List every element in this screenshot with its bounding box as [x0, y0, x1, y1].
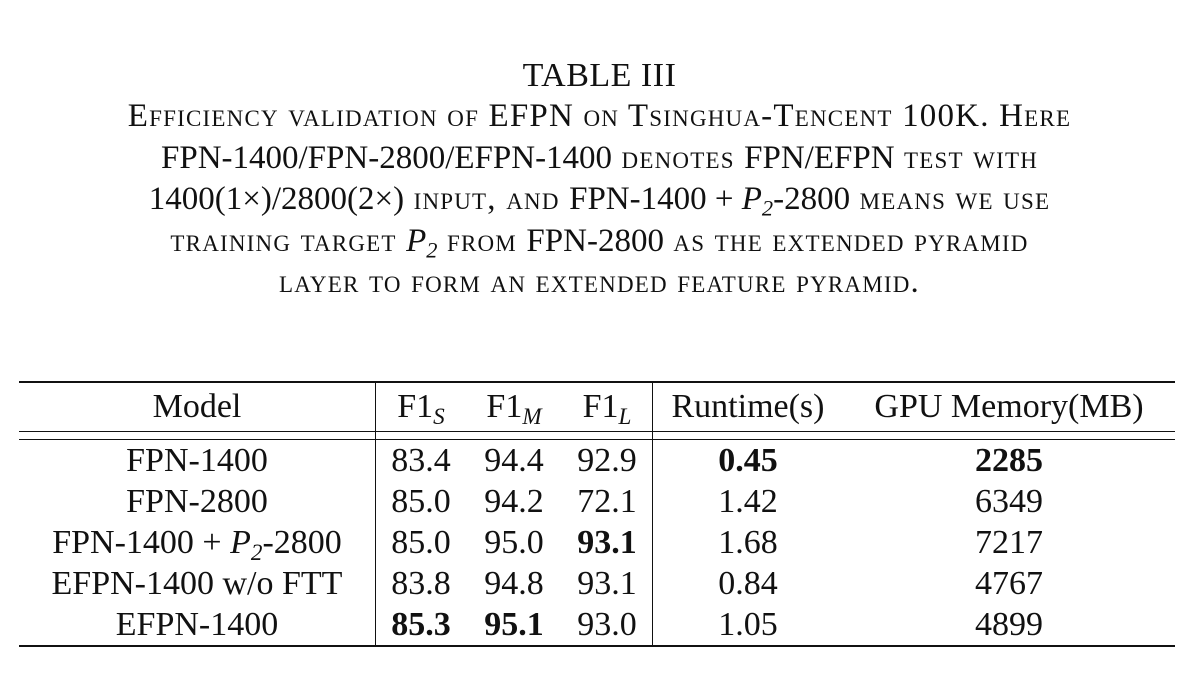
- text-span: training target: [170, 222, 407, 259]
- header-f1-m: F1M: [486, 388, 542, 430]
- table-caption: TABLE III Efficiency validation of EFPN …: [0, 56, 1199, 304]
- cell-f1-s: 83.8: [391, 564, 451, 602]
- efficiency-table: Model F1S F1M F1L Runtime(s) GPU Memory(…: [19, 381, 1175, 647]
- cell-gpu-memory: 6349: [975, 482, 1043, 520]
- text-span: FPN-1400: [126, 441, 268, 479]
- header-f1-s: F1S: [397, 388, 445, 430]
- header-f1-l: F1L: [562, 382, 653, 432]
- cell-f1-m: 94.8: [484, 564, 544, 602]
- table-row: EFPN-1400 w/o FTT 83.8 94.8 93.1 0.84 4767: [19, 563, 1175, 604]
- header-runtime: Runtime(s): [671, 388, 825, 425]
- text-span: as the extended pyramid: [663, 222, 1029, 259]
- header-gpu-memory: GPU Memory(MB): [874, 388, 1144, 425]
- cell-f1-s: 83.4: [391, 441, 451, 479]
- text-span: FPN-2800: [526, 222, 664, 259]
- cell-runtime: 0.45: [718, 441, 778, 479]
- table-header: Model F1S F1M F1L Runtime(s) GPU Memory(…: [19, 382, 1175, 432]
- cell-f1-s: 85.3: [375, 604, 466, 647]
- table-body: FPN-1400 83.4 94.4 92.9 0.45 2285 FPN-2800 85.0…: [19, 431, 1175, 647]
- text-span: 1400(1×)/2800(2×): [148, 181, 405, 217]
- cell-runtime: 1.42: [718, 482, 778, 520]
- table-label: TABLE III: [522, 57, 677, 94]
- caption-line: 1400(1×)/2800(2×) input, and FPN-1400 + …: [0, 179, 1199, 221]
- cell-f1-l: 72.1: [562, 481, 653, 522]
- text-span: FPN-1400 +: [52, 523, 231, 561]
- cell-model: FPN-1400: [19, 439, 376, 481]
- text-span: -2800: [262, 523, 342, 561]
- cell-f1-m: 95.0: [484, 523, 544, 561]
- text-span: EFPN-1400: [115, 605, 279, 643]
- math-symbol: P: [230, 523, 251, 561]
- math-symbol: P: [406, 222, 427, 259]
- cell-f1-l: 92.9: [562, 439, 653, 481]
- header-double-rule: [19, 431, 1175, 440]
- subscript: 2: [761, 195, 774, 221]
- cell-gpu-memory: 4899: [843, 604, 1175, 647]
- text-span: means we use: [850, 181, 1051, 217]
- cell-f1-s: 85.0: [391, 482, 451, 520]
- text-span: EFPN-1400 w/o FTT: [51, 564, 343, 602]
- text-span: FPN-1400 +: [569, 181, 742, 217]
- cell-f1-m: 95.1: [466, 604, 562, 647]
- text-span: FPN-2800: [126, 482, 268, 520]
- text-span: FPN-1400/FPN-2800/EFPN-1400: [160, 139, 613, 176]
- text-span: denotes: [612, 139, 745, 176]
- cell-f1-l: 93.1: [562, 522, 653, 563]
- cell-gpu-memory: 2285: [975, 441, 1043, 479]
- caption-line: Efficiency validation of EFPN on Tsinghu…: [0, 96, 1199, 138]
- table-row: FPN-2800 85.0 94.2 72.1 1.42 6349: [19, 481, 1175, 522]
- text-span: from: [437, 222, 527, 259]
- cell-model: EFPN-1400 w/o FTT: [19, 563, 376, 604]
- caption-line: training target P2 from FPN-2800 as the …: [0, 221, 1199, 263]
- cell-model: FPN-2800: [19, 481, 376, 522]
- cell-runtime: 0.84: [718, 564, 778, 602]
- header-model: Model: [19, 382, 376, 432]
- text-span: Efficiency validation of EFPN on Tsinghu…: [127, 98, 1072, 134]
- cell-f1-m: 94.2: [484, 482, 544, 520]
- caption-text: Efficiency validation of EFPN on Tsinghu…: [0, 96, 1199, 304]
- cell-f1-s: 85.0: [391, 523, 451, 561]
- cell-f1-m: 94.4: [484, 441, 544, 479]
- text-span: test with: [894, 139, 1039, 176]
- cell-f1-l: 93.1: [562, 563, 653, 604]
- subscript: 2: [426, 237, 438, 263]
- caption-line: FPN-1400/FPN-2800/EFPN-1400 denotes FPN/…: [0, 138, 1199, 180]
- cell-model: EFPN-1400: [19, 604, 376, 647]
- cell-runtime: 1.05: [652, 604, 843, 647]
- table-row: FPN-1400 83.4 94.4 92.9 0.45 2285: [19, 439, 1175, 481]
- text-span: FPN/EFPN: [744, 139, 895, 176]
- subscript: 2: [250, 539, 263, 566]
- math-symbol: P: [741, 181, 762, 217]
- table-row: EFPN-1400 85.3 95.1 93.0 1.05 4899: [19, 604, 1175, 647]
- cell-f1-l: 93.0: [562, 604, 653, 647]
- cell-model: FPN-1400 + P2-2800: [19, 522, 376, 566]
- text-span: -2800: [773, 181, 851, 217]
- table-row: FPN-1400 + P2-2800 85.0 95.0 93.1 1.68 7217: [19, 522, 1175, 566]
- text-span: input, and: [404, 181, 570, 217]
- results-table-container: Model F1S F1M F1L Runtime(s) GPU Memory(…: [19, 381, 1175, 647]
- cell-gpu-memory: 7217: [975, 523, 1043, 561]
- cell-gpu-memory: 4767: [975, 564, 1043, 602]
- cell-runtime: 1.68: [718, 523, 778, 561]
- caption-line: layer to form an extended feature pyrami…: [0, 262, 1199, 304]
- text-span: layer to form an extended feature pyrami…: [278, 264, 920, 300]
